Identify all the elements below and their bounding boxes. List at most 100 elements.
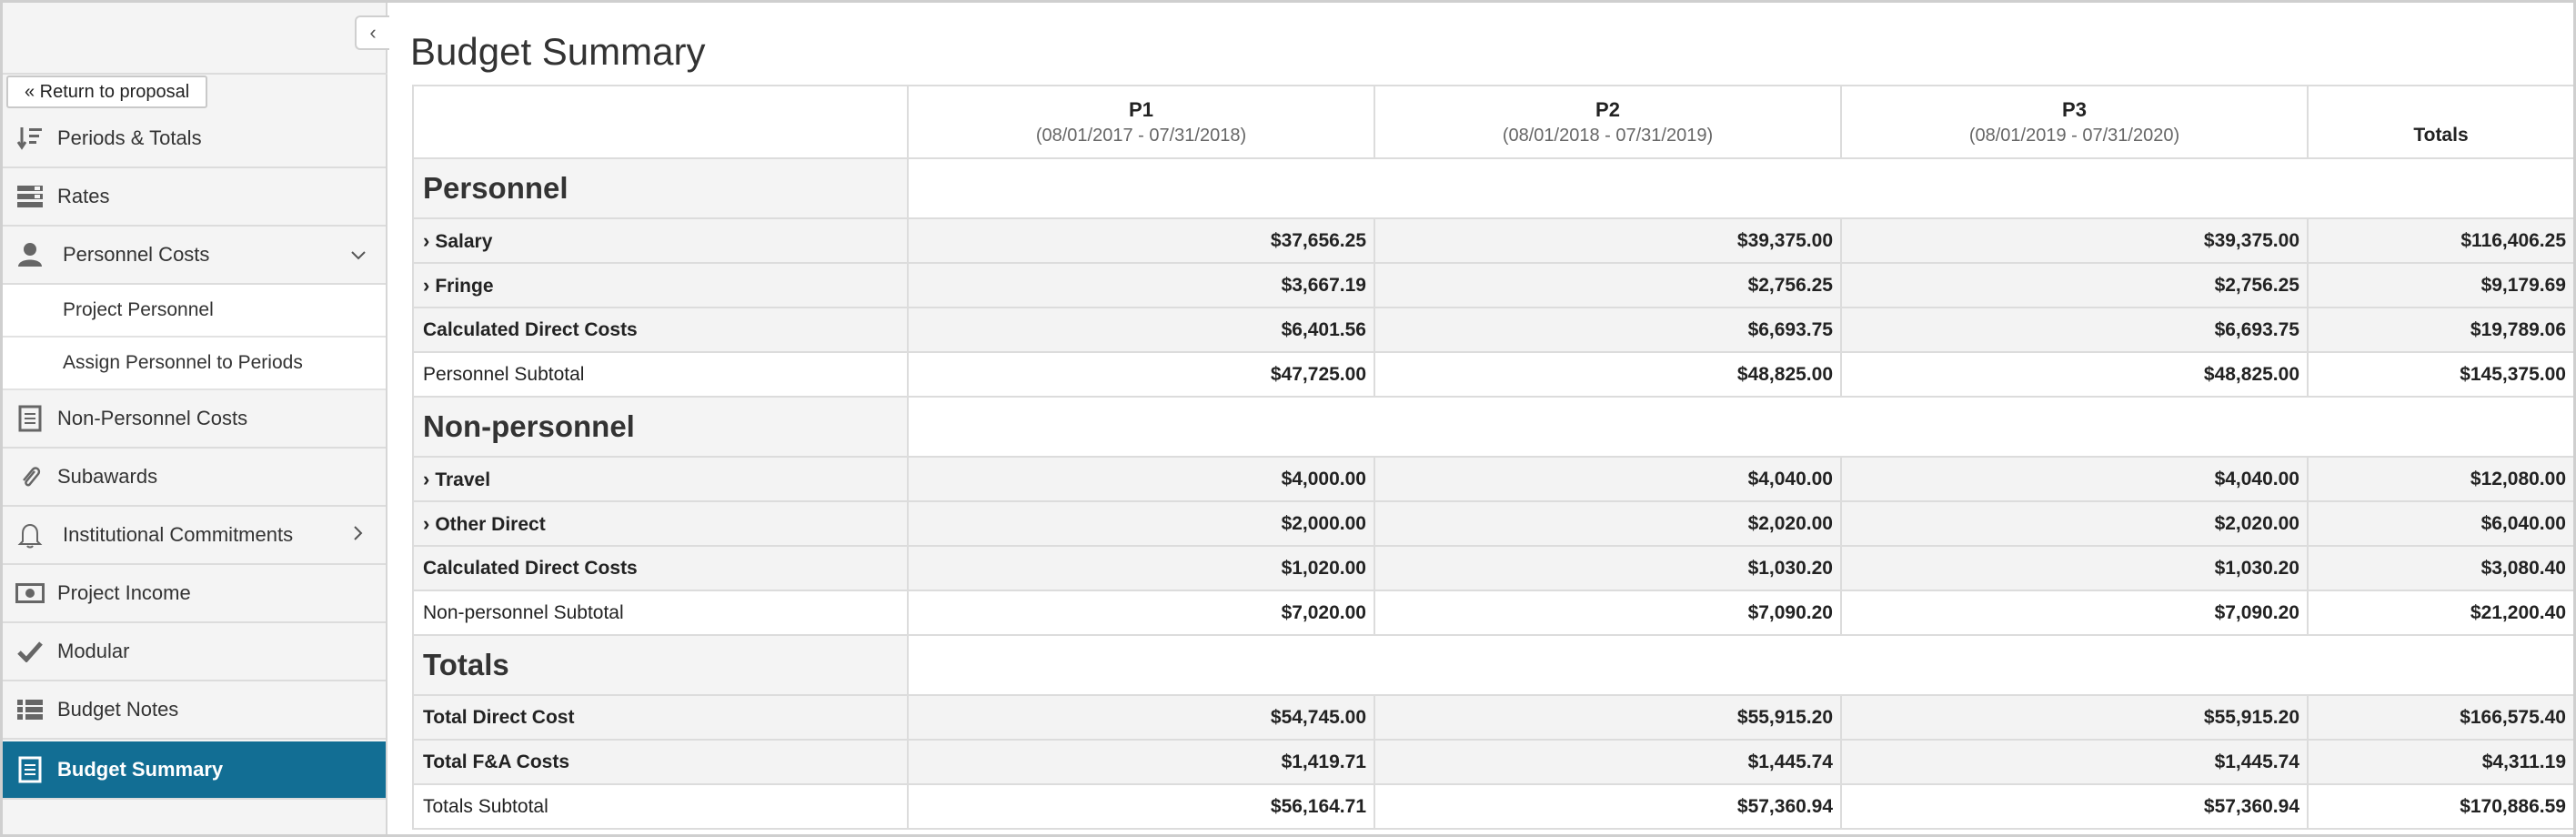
cell-p3: $7,090.20 [1840,590,2309,636]
cell-p1: $56,164.71 [907,783,1375,830]
sidebar-item-label: Project Income [57,581,191,604]
sidebar-item-personnel-costs[interactable]: Personnel Costs [3,227,386,285]
section-blank [907,634,2573,696]
row-label[interactable]: › Travel [412,456,909,502]
row-label-text: Salary [435,230,493,252]
divider [3,73,387,75]
document-icon [3,405,57,432]
sidebar-item-label: Institutional Commitments [63,523,294,546]
period-dates: (08/01/2019 - 07/31/2020) [1968,125,2180,146]
table-row: › Salary $37,656.25 $39,375.00 $39,375.00… [412,217,2573,264]
check-icon [3,640,57,662]
sidebar-item-label: Budget Summary [57,758,224,781]
cell-total: $12,080.00 [2307,456,2573,502]
sidebar-item-project-income[interactable]: Project Income [3,565,386,623]
period-dates: (08/01/2017 - 07/31/2018) [1035,125,1247,146]
sidebar-item-rates[interactable]: Rates [3,168,386,227]
cell-p2: $48,825.00 [1374,351,1842,398]
section-blank [907,396,2573,458]
header-blank [412,85,909,159]
person-icon [3,242,57,267]
cell-total: $6,040.00 [2307,500,2573,547]
row-label: Calculated Direct Costs [412,545,909,591]
sidebar-item-non-personnel-costs[interactable]: Non-Personnel Costs [3,390,386,449]
cell-total: $116,406.25 [2307,217,2573,264]
cell-p2: $4,040.00 [1374,456,1842,502]
row-label-text: Fringe [435,275,494,297]
row-label[interactable]: › Salary [412,217,909,264]
cell-p3: $1,030.20 [1840,545,2309,591]
cell-p2: $39,375.00 [1374,217,1842,264]
sidebar-item-label: Personnel Costs [63,243,210,266]
period-name: P2 [1595,97,1620,121]
row-label: Total Direct Cost [412,694,909,741]
sidebar-item-label: Periods & Totals [57,126,202,149]
row-label: Calculated Direct Costs [412,307,909,353]
table-row: › Other Direct $2,000.00 $2,020.00 $2,020… [412,500,2573,547]
sidebar-item-label: Rates [57,185,110,207]
cell-total: $4,311.19 [2307,739,2573,785]
table-row: › Travel $4,000.00 $4,040.00 $4,040.00 $1… [412,456,2573,502]
row-label: Total F&A Costs [412,739,909,785]
table-header-row: P1 (08/01/2017 - 07/31/2018) P2 (08/01/2… [412,85,2573,159]
sidebar-item-assign-personnel[interactable]: Assign Personnel to Periods [3,338,386,390]
cell-p2: $2,756.25 [1374,262,1842,308]
chevron-right-icon[interactable]: › [423,467,430,490]
column-header-p2: P2 (08/01/2018 - 07/31/2019) [1374,85,1842,159]
cell-p3: $48,825.00 [1840,351,2309,398]
cell-p2: $6,693.75 [1374,307,1842,353]
section-header-row: Non-personnel [412,396,2573,458]
sidebar-item-institutional-commitments[interactable]: Institutional Commitments [3,507,386,565]
row-label: Personnel Subtotal [412,351,909,398]
chevron-left-icon: ‹ [369,21,377,44]
cell-p1: $7,020.00 [907,590,1375,636]
row-label: Non-personnel Subtotal [412,590,909,636]
sidebar-item-modular[interactable]: Modular [3,623,386,681]
section-header-row: Totals [412,634,2573,696]
section-title: Personnel [412,157,909,219]
sidebar-item-budget-summary[interactable]: Budget Summary [3,741,386,800]
sort-list-icon [3,126,57,151]
cell-p3: $6,693.75 [1840,307,2309,353]
cell-p2: $1,030.20 [1374,545,1842,591]
rates-icon [3,185,57,208]
chevron-right-icon[interactable]: › [423,228,430,252]
row-label[interactable]: › Other Direct [412,500,909,547]
cell-p1: $37,656.25 [907,217,1375,264]
cell-total: $9,179.69 [2307,262,2573,308]
page-title: Budget Summary [410,30,706,73]
column-header-totals: Totals [2307,85,2573,159]
row-label-text: Travel [435,469,491,490]
sidebar-item-label: Budget Notes [57,698,179,721]
row-label-text: Other Direct [435,513,546,535]
cell-p2: $7,090.20 [1374,590,1842,636]
cell-p1: $1,419.71 [907,739,1375,785]
cell-p2: $57,360.94 [1374,783,1842,830]
return-to-proposal-button[interactable]: « Return to proposal [6,76,208,108]
row-label[interactable]: › Fringe [412,262,909,308]
chevron-right-icon[interactable]: › [423,273,430,297]
cell-total: $3,080.40 [2307,545,2573,591]
money-icon [3,583,57,603]
chevron-right-icon[interactable]: › [423,511,430,535]
section-title: Non-personnel [412,396,909,458]
cell-p3: $39,375.00 [1840,217,2309,264]
sidebar-item-subawards[interactable]: Subawards [3,449,386,507]
sidebar-item-budget-notes[interactable]: Budget Notes [3,681,386,740]
paperclip-icon [3,464,57,489]
collapse-sidebar-button[interactable]: ‹ [355,15,389,50]
chevron-right-icon[interactable] [331,523,386,547]
period-dates: (08/01/2018 - 07/31/2019) [1502,125,1714,146]
section-header-row: Personnel [412,157,2573,219]
cell-p1: $1,020.00 [907,545,1375,591]
row-label: Totals Subtotal [412,783,909,830]
sidebar-item-periods-totals[interactable]: Periods & Totals [3,110,386,168]
sidebar-item-project-personnel[interactable]: Project Personnel [3,285,386,338]
table-row-subtotal: Non-personnel Subtotal $7,020.00 $7,090.… [412,590,2573,636]
chevron-down-icon[interactable] [331,243,386,267]
cell-total: $145,375.00 [2307,351,2573,398]
budget-summary-table: P1 (08/01/2017 - 07/31/2018) P2 (08/01/2… [412,85,2573,830]
cell-p2: $55,915.20 [1374,694,1842,741]
section-title: Totals [412,634,909,696]
